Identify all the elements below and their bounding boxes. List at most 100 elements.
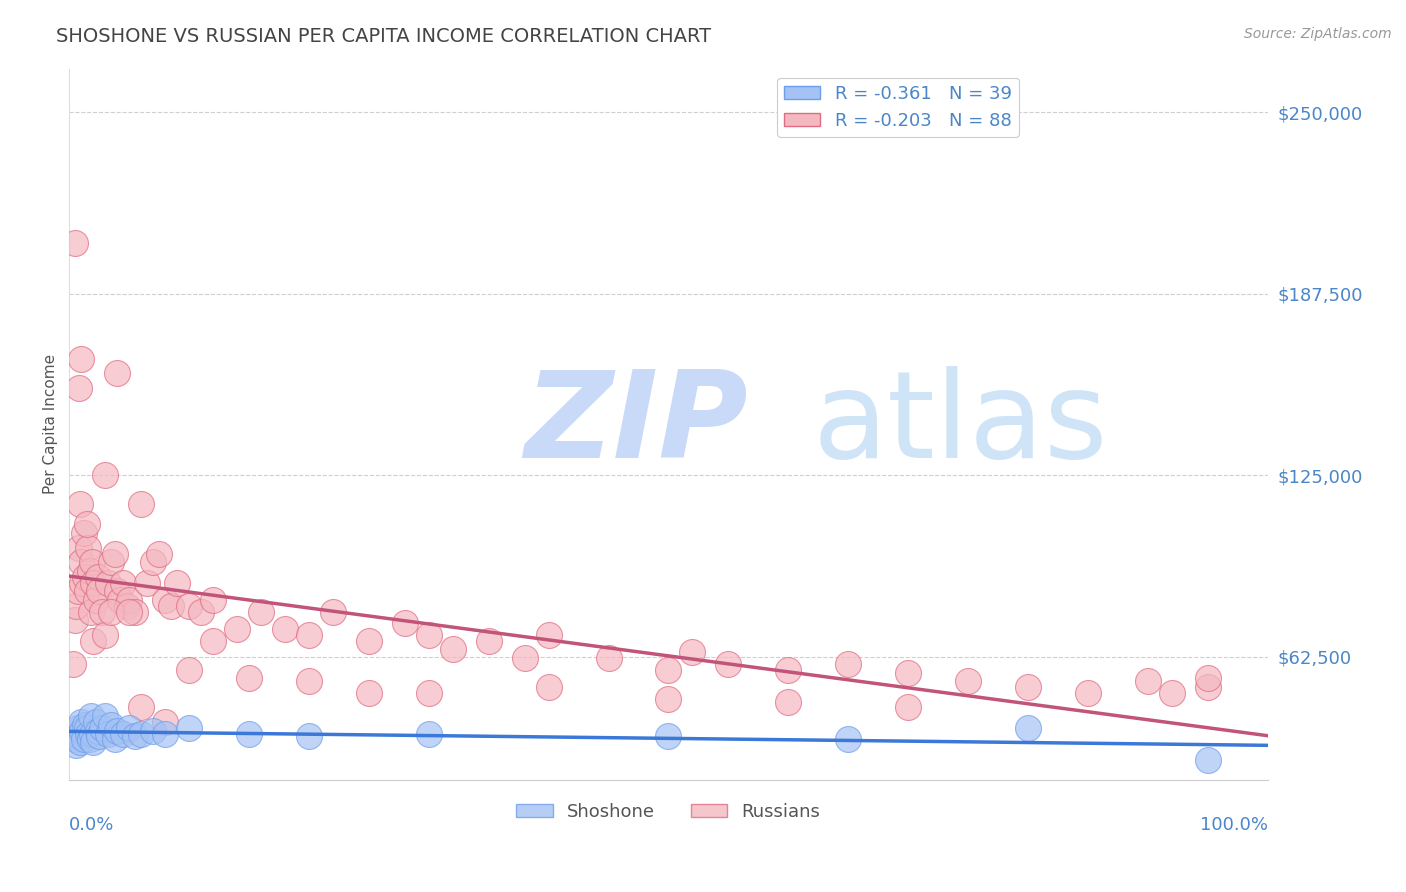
Point <box>65 599 87 613</box>
Point <box>90 605 112 619</box>
Point <box>66 584 89 599</box>
Point <box>94 468 117 483</box>
Point <box>70 714 93 729</box>
Point <box>67 541 90 555</box>
Point <box>537 628 560 642</box>
Point <box>1197 753 1219 767</box>
Point <box>80 555 103 569</box>
Point <box>418 628 440 642</box>
Point <box>76 584 98 599</box>
Point <box>166 575 188 590</box>
Point <box>118 721 141 735</box>
Y-axis label: Per Capita Income: Per Capita Income <box>44 354 58 494</box>
Point <box>70 555 93 569</box>
Point <box>394 616 416 631</box>
Point <box>97 575 120 590</box>
Point <box>89 721 111 735</box>
Point <box>80 709 103 723</box>
Point <box>124 730 146 744</box>
Point <box>238 672 260 686</box>
Point <box>357 633 380 648</box>
Point <box>65 738 87 752</box>
Point <box>537 680 560 694</box>
Point <box>1077 686 1099 700</box>
Point <box>129 497 152 511</box>
Point <box>105 723 128 738</box>
Point <box>778 663 800 677</box>
Text: Source: ZipAtlas.com: Source: ZipAtlas.com <box>1244 27 1392 41</box>
Point <box>657 663 679 677</box>
Text: ZIP: ZIP <box>524 366 748 483</box>
Point <box>478 633 501 648</box>
Point <box>67 730 90 744</box>
Point <box>62 726 84 740</box>
Point <box>681 645 703 659</box>
Point <box>77 726 100 740</box>
Point <box>957 674 980 689</box>
Point <box>73 718 96 732</box>
Point <box>250 605 273 619</box>
Point <box>62 657 84 671</box>
Point <box>104 547 127 561</box>
Point <box>897 665 920 680</box>
Point <box>67 381 90 395</box>
Point <box>598 651 620 665</box>
Point <box>65 235 87 250</box>
Point <box>80 726 103 740</box>
Point <box>357 686 380 700</box>
Point <box>226 622 249 636</box>
Point <box>142 723 165 738</box>
Point <box>100 718 122 732</box>
Text: atlas: atlas <box>813 366 1108 483</box>
Point <box>202 593 225 607</box>
Point <box>837 657 859 671</box>
Point <box>87 570 110 584</box>
Point <box>82 735 104 749</box>
Point <box>142 555 165 569</box>
Point <box>513 651 536 665</box>
Point <box>100 605 122 619</box>
Point <box>778 695 800 709</box>
Point <box>717 657 740 671</box>
Point <box>89 584 111 599</box>
Point <box>82 633 104 648</box>
Point <box>441 642 464 657</box>
Text: 100.0%: 100.0% <box>1199 815 1268 834</box>
Point <box>72 526 94 541</box>
Point <box>153 714 176 729</box>
Point <box>322 605 344 619</box>
Point <box>657 691 679 706</box>
Point <box>153 593 176 607</box>
Point <box>897 700 920 714</box>
Point <box>153 726 176 740</box>
Point <box>148 547 170 561</box>
Legend: Shoshone, Russians: Shoshone, Russians <box>509 796 828 828</box>
Point <box>1197 672 1219 686</box>
Point <box>84 593 107 607</box>
Point <box>129 726 152 740</box>
Point <box>80 605 103 619</box>
Point <box>418 686 440 700</box>
Point <box>298 628 321 642</box>
Point <box>136 575 159 590</box>
Point <box>112 726 135 740</box>
Point <box>177 599 200 613</box>
Point <box>418 726 440 740</box>
Point <box>72 732 94 747</box>
Point <box>73 570 96 584</box>
Point <box>66 721 89 735</box>
Point <box>90 721 112 735</box>
Point <box>1136 674 1159 689</box>
Point <box>72 723 94 738</box>
Point <box>1197 680 1219 694</box>
Point <box>70 351 93 366</box>
Point <box>108 593 131 607</box>
Point <box>1017 721 1039 735</box>
Point <box>274 622 297 636</box>
Point <box>65 613 87 627</box>
Point <box>94 709 117 723</box>
Point <box>69 735 91 749</box>
Point <box>79 732 101 747</box>
Point <box>202 633 225 648</box>
Point <box>105 367 128 381</box>
